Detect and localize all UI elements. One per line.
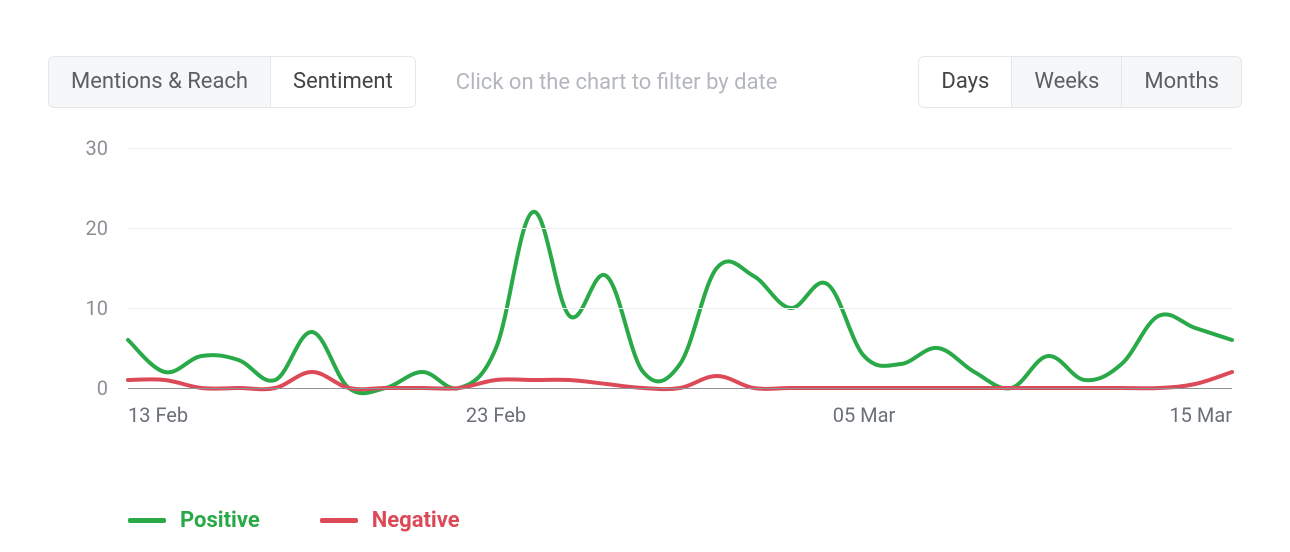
gridline — [128, 228, 1232, 229]
tab-mentions-reach[interactable]: Mentions & Reach — [48, 56, 271, 108]
x-axis-tick-label: 05 Mar — [833, 403, 896, 427]
view-tab-group: Mentions & Reach Sentiment — [48, 56, 416, 108]
y-axis-tick-label: 0 — [48, 376, 108, 400]
y-axis-tick-label: 20 — [48, 216, 108, 240]
x-axis-tick-label: 13 Feb — [128, 403, 188, 427]
chart-toolbar: Mentions & Reach Sentiment Click on the … — [48, 56, 1242, 108]
gridline — [128, 148, 1232, 149]
legend-swatch-positive — [128, 518, 166, 523]
legend-item-negative: Negative — [320, 508, 460, 533]
series-line-negative — [128, 372, 1232, 389]
legend-label-positive: Positive — [180, 508, 260, 533]
y-axis-tick-label: 10 — [48, 296, 108, 320]
tab-days[interactable]: Days — [918, 56, 1012, 108]
chart-hint-text: Click on the chart to filter by date — [456, 70, 919, 95]
tab-months[interactable]: Months — [1122, 56, 1242, 108]
x-axis-baseline — [128, 388, 1232, 389]
gridline — [128, 308, 1232, 309]
legend-swatch-negative — [320, 518, 358, 523]
x-axis-tick-label: 23 Feb — [466, 403, 526, 427]
legend-label-negative: Negative — [372, 508, 460, 533]
y-axis-tick-label: 30 — [48, 136, 108, 160]
tab-weeks[interactable]: Weeks — [1012, 56, 1122, 108]
sentiment-chart[interactable]: 010203013 Feb23 Feb05 Mar15 Mar — [48, 148, 1242, 448]
series-line-positive — [128, 212, 1232, 393]
granularity-tab-group: Days Weeks Months — [918, 56, 1242, 108]
tab-sentiment[interactable]: Sentiment — [271, 56, 416, 108]
chart-legend: Positive Negative — [48, 508, 1242, 533]
x-axis-tick-label: 15 Mar — [1169, 403, 1232, 427]
legend-item-positive: Positive — [128, 508, 260, 533]
